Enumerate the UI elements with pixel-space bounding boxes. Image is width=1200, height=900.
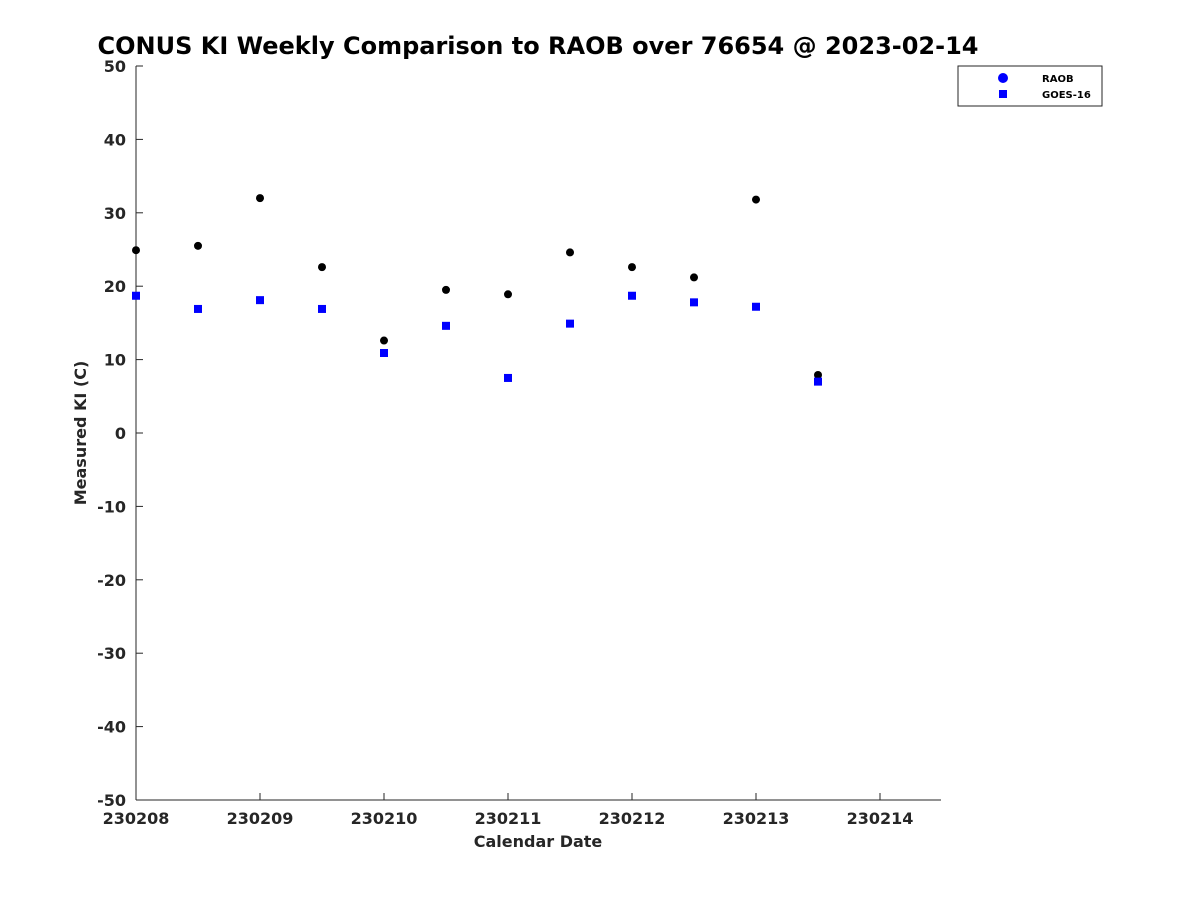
y-tick-label: 10	[104, 351, 126, 370]
y-tick-label: 50	[104, 57, 126, 76]
goes-16-point	[690, 298, 698, 307]
raob-point	[752, 195, 760, 204]
goes-16-point	[318, 304, 326, 313]
x-tick-label: 230211	[475, 809, 542, 828]
goes-16-point	[752, 302, 760, 311]
x-ticks: 230208 230209 230210 230211 230212 230213 2302…	[103, 793, 914, 828]
raob-point	[256, 194, 264, 203]
y-tick-label: -10	[97, 497, 126, 516]
legend: RAOB GOES-16	[957, 65, 1103, 107]
x-tick-label: 230208	[103, 809, 170, 828]
x-axis-label: Calendar Date	[474, 832, 603, 851]
axes	[135, 66, 941, 801]
legend-marker-square	[999, 90, 1007, 98]
y-tick-label: 20	[104, 277, 126, 296]
y-tick-label: 0	[115, 424, 126, 443]
x-tick-label: 230214	[847, 809, 914, 828]
raob-point	[628, 263, 636, 272]
goes-16-point	[194, 304, 202, 313]
raob-point	[442, 285, 450, 294]
raob-point	[318, 263, 326, 272]
legend-label: RAOB	[1042, 74, 1074, 85]
y-tick-label: -30	[97, 644, 126, 663]
y-tick-label: -20	[97, 571, 126, 590]
series-raob	[132, 194, 822, 380]
x-tick-label: 230213	[723, 809, 790, 828]
y-ticks: 50 40 30 20 10 0 -10 -20 -30 -40 -50	[97, 57, 143, 810]
raob-point	[690, 273, 698, 282]
goes-16-point	[566, 319, 574, 328]
x-tick-label: 230209	[227, 809, 294, 828]
goes-16-point	[256, 296, 264, 305]
goes-16-point	[132, 291, 140, 300]
goes-16-point	[442, 321, 450, 330]
y-tick-label: -40	[97, 718, 126, 737]
legend-box	[957, 65, 1103, 107]
raob-point	[132, 246, 140, 255]
goes-16-point	[504, 373, 512, 382]
y-tick-label: 40	[104, 130, 126, 149]
y-tick-label: 30	[104, 204, 126, 223]
legend-label: GOES-16	[1042, 90, 1091, 101]
legend-marker-circle	[998, 73, 1008, 83]
series-goes-16	[132, 291, 822, 386]
y-tick-label: -50	[97, 791, 126, 810]
raob-point	[504, 290, 512, 299]
series-layer	[132, 194, 822, 386]
legend-items: RAOB GOES-16	[998, 73, 1091, 101]
goes-16-point	[814, 377, 822, 386]
x-tick-label: 230210	[351, 809, 418, 828]
goes-16-point	[628, 291, 636, 300]
raob-point	[380, 336, 388, 345]
x-tick-label: 230212	[599, 809, 666, 828]
raob-point	[194, 241, 202, 250]
raob-point	[814, 371, 822, 380]
raob-point	[566, 248, 574, 257]
goes-16-point	[380, 348, 388, 357]
chart-title: CONUS KI Weekly Comparison to RAOB over …	[98, 32, 979, 60]
y-axis-label: Measured KI (C)	[71, 361, 90, 506]
